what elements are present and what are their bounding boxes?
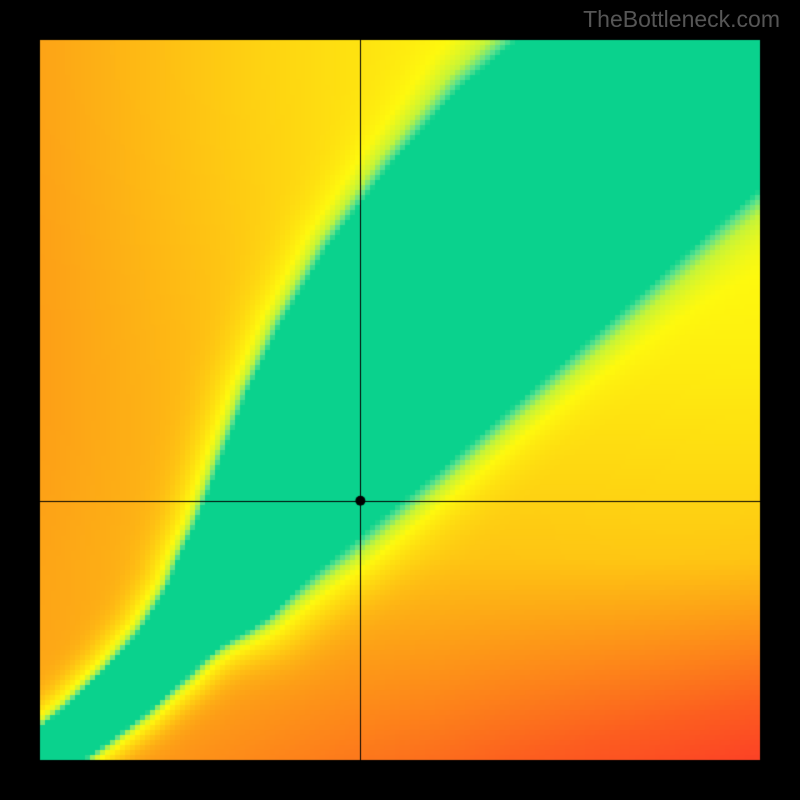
chart-container: TheBottleneck.com [0, 0, 800, 800]
bottleneck-heatmap [0, 0, 800, 800]
watermark-text: TheBottleneck.com [583, 6, 780, 33]
